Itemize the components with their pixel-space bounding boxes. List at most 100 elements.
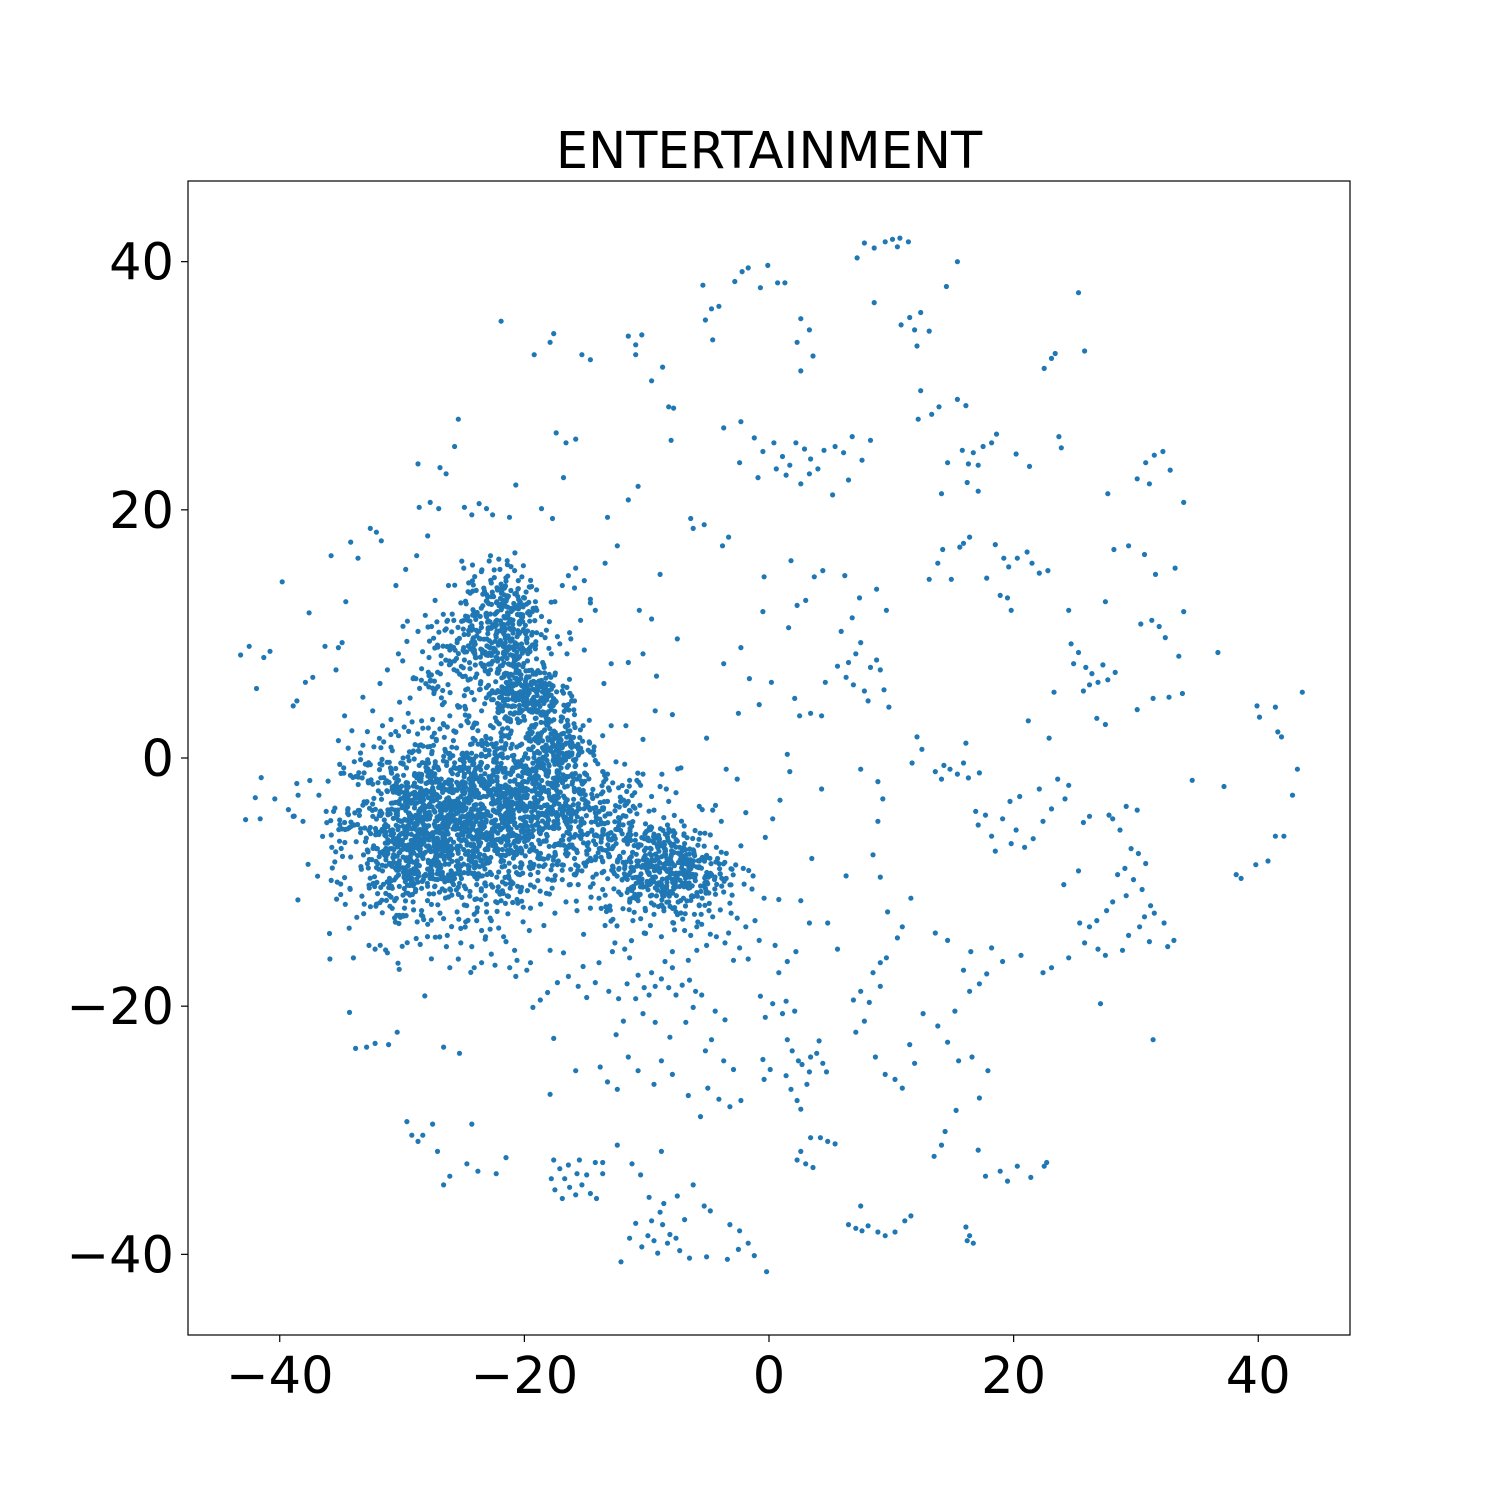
- data-point: [441, 847, 447, 854]
- data-point: [653, 673, 660, 679]
- data-point: [541, 699, 547, 705]
- data-point: [393, 895, 399, 901]
- data-point: [555, 821, 561, 827]
- data-point: [474, 909, 480, 915]
- data-point: [446, 777, 452, 783]
- data-point: [523, 843, 529, 850]
- data-point: [386, 1042, 392, 1048]
- data-point: [518, 860, 524, 866]
- data-point: [471, 760, 477, 767]
- data-point: [383, 829, 389, 835]
- data-point: [669, 965, 676, 971]
- data-point: [420, 743, 426, 749]
- data-point: [770, 1001, 776, 1007]
- data-point: [482, 701, 488, 707]
- data-point: [341, 770, 347, 776]
- data-point: [523, 601, 530, 607]
- data-point: [675, 859, 682, 866]
- data-point: [563, 800, 569, 806]
- data-point: [551, 843, 557, 849]
- data-point: [420, 1132, 426, 1138]
- data-point: [721, 889, 727, 895]
- data-point: [451, 764, 457, 770]
- data-point: [568, 866, 574, 872]
- data-point: [897, 235, 903, 241]
- data-point: [503, 649, 509, 655]
- data-point: [479, 873, 485, 879]
- data-point: [1071, 661, 1077, 667]
- data-point: [394, 780, 400, 786]
- data-point: [385, 810, 391, 816]
- data-point: [965, 461, 972, 467]
- data-point: [656, 832, 662, 839]
- data-point: [509, 607, 515, 613]
- data-point: [542, 635, 548, 641]
- data-point: [430, 798, 437, 804]
- data-point: [355, 821, 361, 828]
- data-point: [671, 927, 678, 933]
- data-point: [580, 819, 586, 825]
- data-point: [524, 837, 531, 843]
- data-point: [752, 918, 758, 924]
- data-point: [579, 796, 585, 802]
- data-point: [671, 849, 677, 856]
- data-point: [667, 1034, 673, 1040]
- data-point: [590, 874, 596, 880]
- data-point: [746, 676, 753, 682]
- data-point: [830, 492, 836, 498]
- data-point: [1166, 694, 1172, 700]
- data-point: [545, 855, 551, 861]
- data-point: [600, 886, 606, 893]
- data-point: [571, 721, 577, 727]
- data-point: [543, 831, 550, 837]
- data-point: [670, 920, 676, 926]
- data-point: [722, 940, 728, 946]
- data-point: [502, 765, 508, 771]
- y-tick-label: 20: [109, 482, 174, 541]
- data-point: [695, 919, 701, 925]
- data-point: [543, 752, 550, 758]
- data-point: [461, 657, 467, 663]
- data-point: [1172, 565, 1178, 571]
- data-point: [519, 884, 525, 890]
- data-point: [920, 1011, 926, 1017]
- data-point: [440, 825, 446, 831]
- data-point: [695, 842, 701, 848]
- data-point: [1086, 813, 1093, 819]
- data-point: [480, 776, 486, 782]
- data-point: [348, 539, 354, 545]
- data-point: [567, 630, 573, 636]
- data-point: [633, 352, 639, 358]
- data-point: [419, 908, 425, 914]
- data-point: [529, 609, 536, 615]
- data-point: [405, 710, 411, 716]
- data-point: [510, 855, 516, 861]
- data-point: [938, 776, 945, 782]
- data-point: [566, 733, 573, 739]
- data-point: [508, 672, 515, 678]
- data-point: [1004, 595, 1011, 601]
- data-point: [472, 788, 478, 794]
- data-point: [519, 829, 525, 835]
- data-point: [792, 1008, 798, 1014]
- data-point: [569, 698, 575, 704]
- data-point: [691, 911, 698, 917]
- data-point: [559, 877, 565, 883]
- data-point: [1004, 1178, 1011, 1184]
- data-point: [378, 775, 384, 781]
- data-point: [521, 629, 528, 635]
- data-point: [614, 826, 620, 833]
- data-point: [461, 779, 467, 786]
- data-point: [600, 1159, 606, 1166]
- data-point: [690, 525, 696, 532]
- data-point: [455, 956, 461, 962]
- data-point: [561, 702, 567, 708]
- data-point: [655, 1250, 661, 1256]
- data-point: [471, 697, 477, 703]
- data-point: [1075, 290, 1082, 296]
- data-point: [481, 588, 488, 594]
- data-point: [465, 686, 471, 692]
- data-point: [555, 778, 561, 784]
- data-point: [976, 1095, 983, 1101]
- data-point: [441, 1044, 447, 1050]
